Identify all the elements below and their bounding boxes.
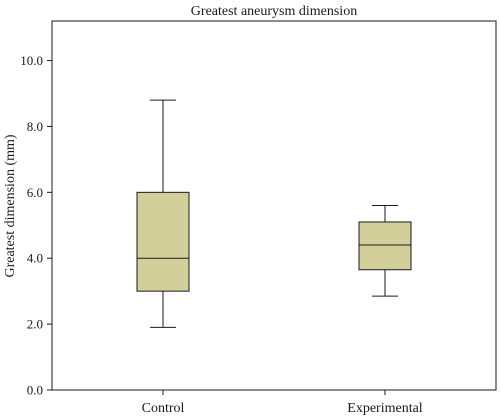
x-axis-ticks: Control Experimental	[142, 390, 423, 416]
box-experimental	[358, 205, 412, 297]
y-tick-label: 4.0	[27, 251, 43, 266]
x-tick-label: Experimental	[347, 401, 423, 416]
y-tick-label: 10.0	[20, 53, 43, 68]
y-tick-label: 6.0	[27, 185, 43, 200]
box-series	[136, 99, 412, 328]
interquartile-box	[136, 191, 190, 292]
y-axis-label: Greatest dimension (mm)	[3, 134, 18, 277]
box-control	[136, 99, 190, 328]
y-tick-label: 2.0	[27, 317, 43, 332]
y-tick-label: 0.0	[27, 383, 43, 398]
chart-title: Greatest aneurysm dimension	[191, 4, 357, 19]
interquartile-box	[358, 221, 412, 271]
y-tick-label: 8.0	[27, 119, 43, 134]
x-tick-label: Control	[142, 401, 185, 416]
y-axis-ticks: 0.0 2.0 4.0 6.0 8.0 10.0	[20, 53, 52, 398]
plot-area-frame	[51, 20, 497, 391]
